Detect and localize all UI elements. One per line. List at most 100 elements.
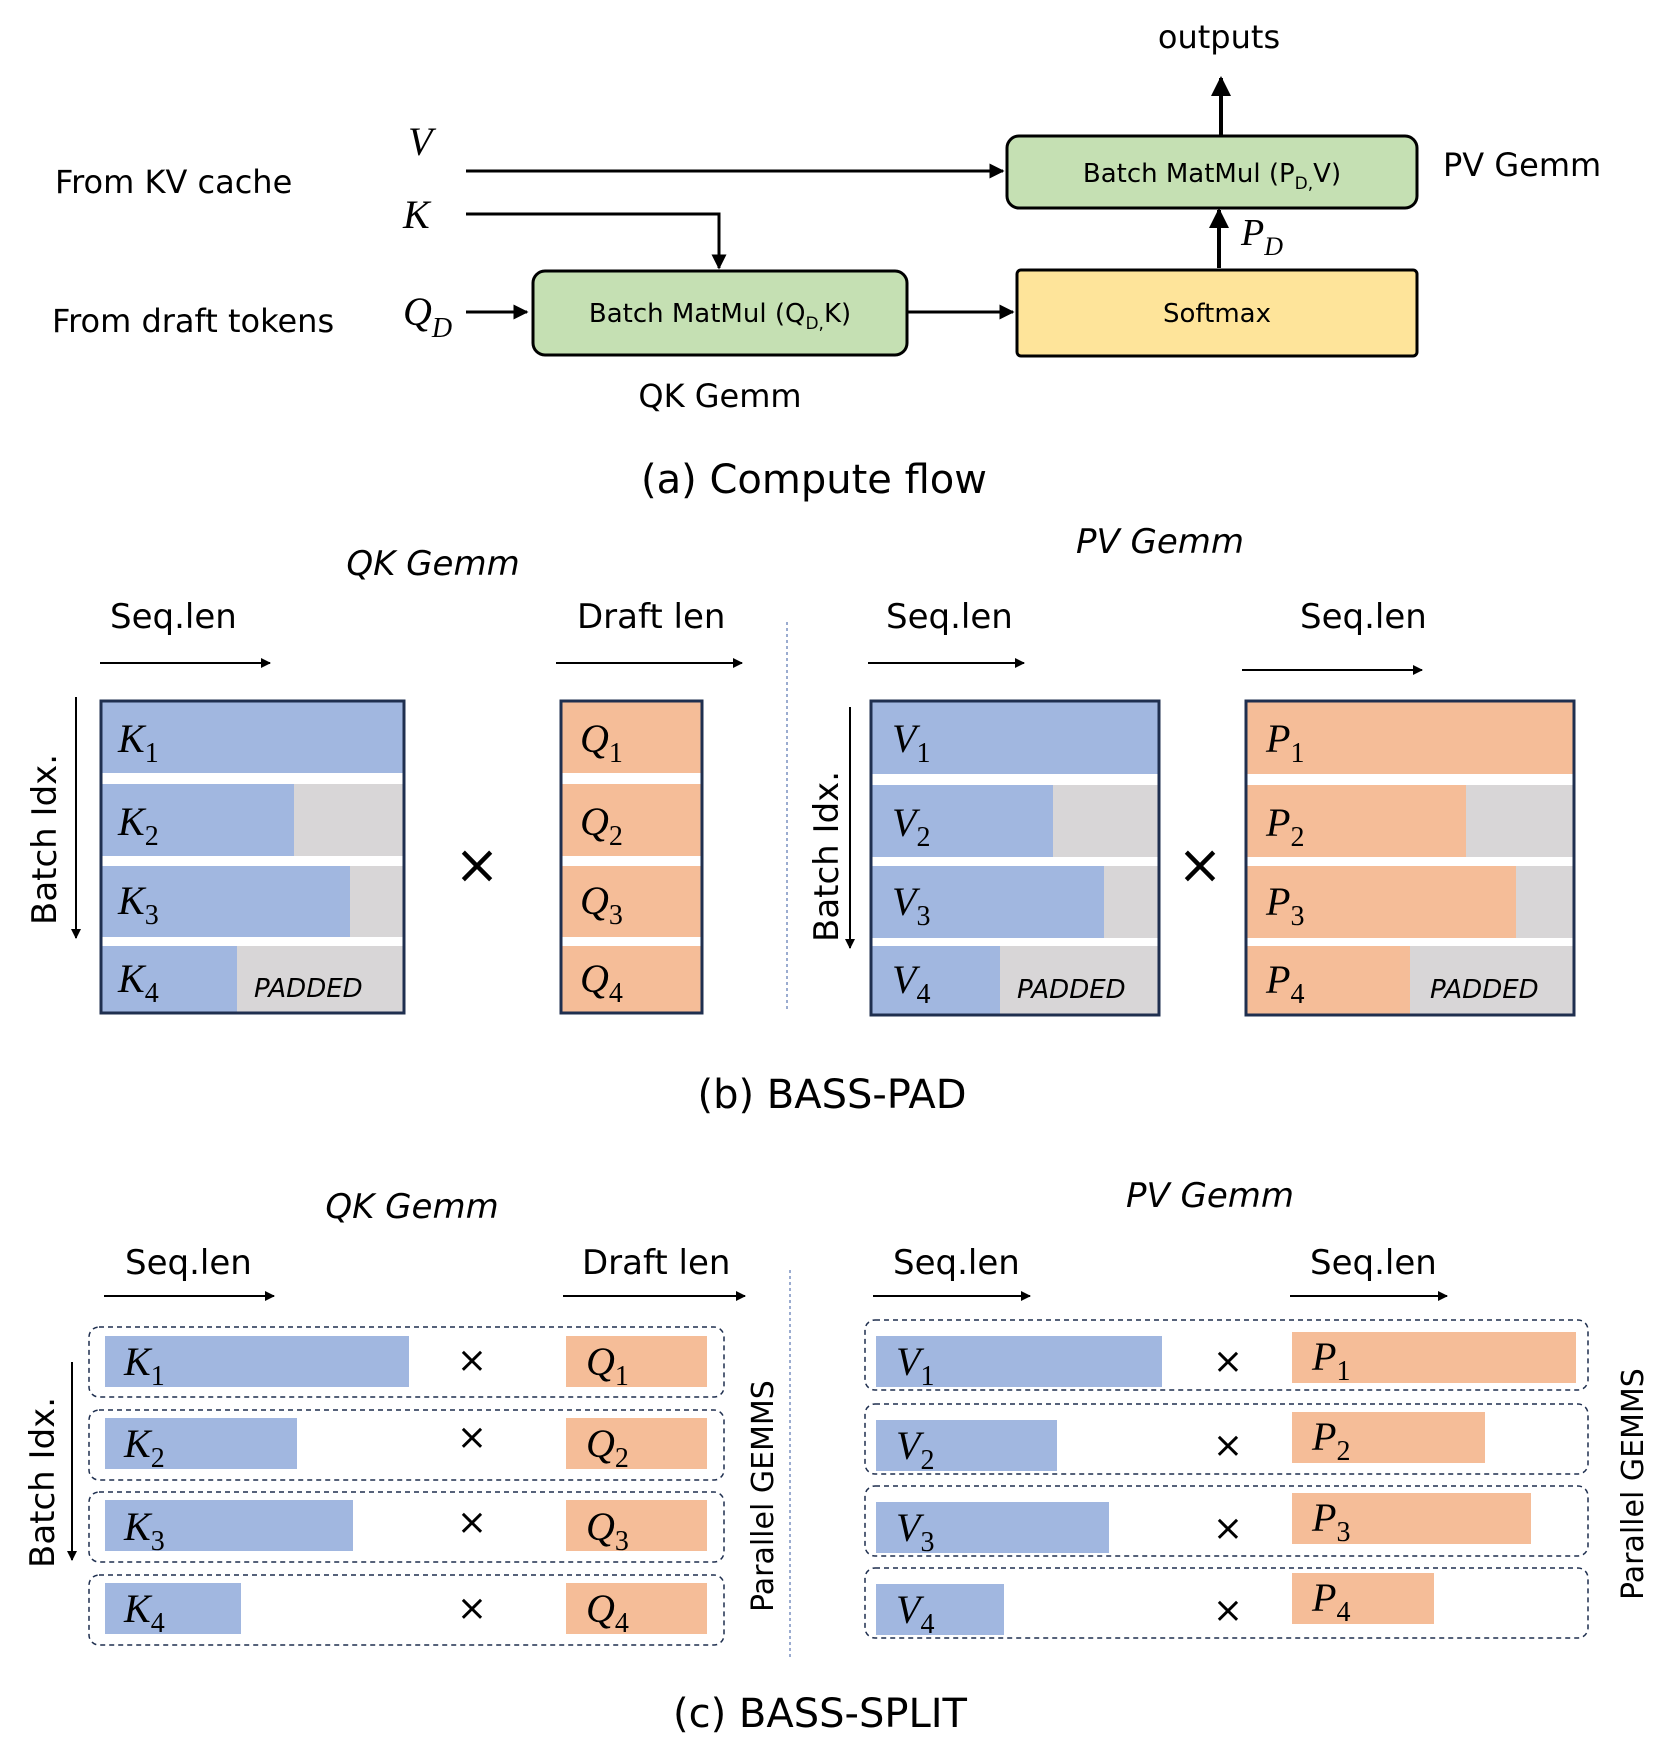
split-v3-label: V3 — [896, 1505, 934, 1558]
split-qk-row-2: × K2 Q2 — [88, 1409, 725, 1481]
pad-k4-padding — [237, 946, 404, 1013]
caption-c: (c) BASS-SPLIT — [673, 1691, 968, 1737]
pd-label: PD — [1240, 212, 1283, 261]
pv-matmul-box — [1005, 134, 1419, 210]
pad-k2-padding — [294, 784, 404, 856]
pad-v3-padding — [1104, 866, 1159, 938]
pad-q4-bar — [561, 946, 702, 1013]
split-p3-label: P3 — [1311, 1495, 1350, 1548]
pad-p3-padding — [1516, 866, 1574, 938]
pad-k-frame — [99, 699, 406, 1015]
split-q1-label: Q1 — [586, 1339, 629, 1392]
split-p4-bar — [1292, 1573, 1434, 1624]
pad-v1-label: V1 — [892, 716, 930, 769]
split-pv-title: PV Gemm — [1126, 1176, 1294, 1216]
split-p2-bar — [1292, 1412, 1485, 1463]
pad-p-seq-len-label: Seq.len — [1300, 597, 1427, 637]
pad-k1-label: K1 — [117, 716, 159, 769]
caption-b: (b) BASS-PAD — [697, 1072, 966, 1118]
pad-k-padded-label: PADDED — [254, 974, 363, 1004]
from-draft-tokens-label: From draft tokens — [52, 302, 334, 340]
qk-matmul-label: Batch MatMul (QD,K) — [589, 299, 851, 334]
split-v4-label: V4 — [896, 1587, 934, 1640]
pad-k3-label: K3 — [117, 878, 159, 931]
pad-q1-bar — [561, 701, 702, 773]
pad-p-matrix: PADDED P1 P2 P3 P4 — [1244, 699, 1576, 1017]
split-qk-times-1: × — [457, 1340, 487, 1381]
split-q4-label: Q4 — [586, 1586, 629, 1639]
qk-gemm-label: QK Gemm — [638, 377, 801, 415]
split-q3-bar — [566, 1500, 707, 1551]
pad-p4-label: P4 — [1265, 957, 1304, 1010]
split-pv-row-4-frame — [864, 1567, 1589, 1639]
split-batch-label: Batch Idx. — [23, 1397, 63, 1568]
pad-q2-bar — [561, 784, 702, 856]
pad-q-frame — [559, 699, 704, 1015]
split-pv-row-3-frame — [864, 1485, 1589, 1557]
pad-k-matrix: PADDED K1 K2 K3 K4 — [99, 699, 406, 1015]
pad-draft-len-label: Draft len — [577, 597, 725, 637]
pad-v4-padding — [1000, 946, 1159, 1015]
split-k2-bar — [105, 1418, 297, 1469]
pad-q1-label: Q1 — [580, 716, 623, 769]
split-qk-parallel-label: Parallel GEMMS — [746, 1380, 781, 1612]
split-qk-row-1: × K1 Q1 — [88, 1326, 725, 1398]
pad-pv-title: PV Gemm — [1076, 522, 1244, 562]
pad-p1-bar — [1246, 701, 1574, 774]
pad-v2-padding — [1053, 785, 1159, 857]
pad-p-padded-label: PADDED — [1430, 975, 1539, 1005]
split-pv-row-1: × V1 P1 — [864, 1319, 1589, 1392]
split-q1-bar — [566, 1336, 707, 1387]
pad-p2-bar — [1246, 785, 1466, 857]
pad-q4-label: Q4 — [580, 956, 623, 1009]
pad-v4-bar — [871, 946, 1000, 1015]
split-pv-times-2: × — [1213, 1425, 1243, 1466]
pad-q3-bar — [561, 866, 702, 937]
split-qk-row-4: × K4 Q4 — [88, 1574, 725, 1646]
split-q4-bar — [566, 1583, 707, 1634]
k-input-label: K — [402, 192, 432, 237]
split-v3-bar — [876, 1502, 1109, 1553]
caption-a: (a) Compute flow — [641, 457, 987, 503]
split-p2-label: P2 — [1311, 1414, 1350, 1467]
pad-v4-label: V4 — [892, 957, 930, 1010]
pad-p4-padding — [1410, 946, 1574, 1015]
split-k1-label: K1 — [123, 1339, 165, 1392]
pad-pv-times: × — [1177, 833, 1222, 896]
from-kv-cache-label: From KV cache — [55, 163, 292, 201]
split-v-seq-len-label: Seq.len — [893, 1243, 1020, 1283]
split-pv-row-1-frame — [864, 1319, 1589, 1391]
pad-p1-label: P1 — [1265, 716, 1304, 769]
pad-v2-label: V2 — [892, 800, 930, 853]
split-k3-bar — [105, 1500, 353, 1551]
pad-q-matrix: Q1 Q2 Q3 Q4 — [559, 699, 704, 1015]
split-q2-bar — [566, 1418, 707, 1469]
split-p-seq-len-label: Seq.len — [1310, 1243, 1437, 1283]
split-pv-row-2-frame — [864, 1403, 1589, 1475]
pad-k2-label: K2 — [117, 799, 159, 852]
split-v2-bar — [876, 1420, 1057, 1471]
split-qk-title: QK Gemm — [325, 1187, 498, 1227]
split-k1-bar — [105, 1336, 409, 1387]
compute-flow-section: outputs From KV cache From draft tokens … — [52, 18, 1601, 503]
pad-k2-bar — [101, 784, 294, 856]
split-pv-row-4: × V4 P4 — [864, 1567, 1589, 1640]
split-pv-times-4: × — [1213, 1590, 1243, 1631]
split-qk-row-1-frame — [88, 1326, 725, 1398]
split-pv-times-1: × — [1213, 1341, 1243, 1382]
split-pv-row-2: × V2 P2 — [864, 1403, 1589, 1476]
split-qk-times-2: × — [457, 1417, 487, 1458]
pad-v-seq-len-label: Seq.len — [886, 597, 1013, 637]
split-pv-row-3: × V3 P3 — [864, 1485, 1589, 1558]
k-arrow — [466, 212, 727, 270]
pad-v2-bar — [871, 785, 1053, 857]
split-draft-len-label: Draft len — [582, 1243, 730, 1283]
split-p3-bar — [1292, 1493, 1531, 1544]
split-q3-label: Q3 — [586, 1504, 629, 1557]
split-v1-bar — [876, 1336, 1162, 1387]
pad-v-padded-label: PADDED — [1017, 975, 1126, 1005]
pad-p2-padding — [1466, 785, 1574, 857]
softmax-label: Softmax — [1163, 299, 1271, 329]
split-v2-label: V2 — [896, 1423, 934, 1476]
pad-v-frame — [869, 699, 1161, 1017]
